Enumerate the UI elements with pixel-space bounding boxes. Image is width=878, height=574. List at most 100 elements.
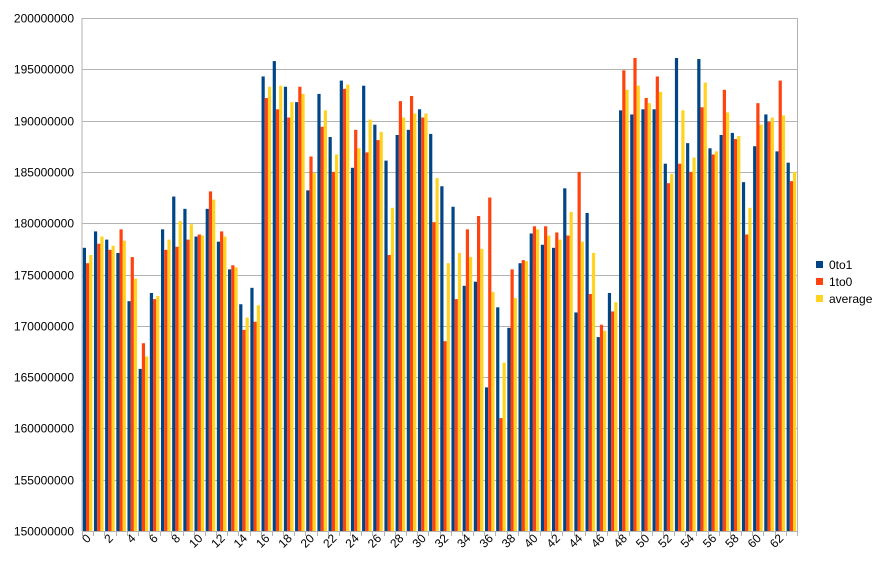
bar-average-9 (189, 224, 193, 532)
legend-swatch-average (816, 295, 823, 302)
x-tick-label: 0 (79, 531, 94, 546)
bar-0to1-35 (473, 281, 477, 531)
bar-1to0-35 (477, 216, 481, 531)
bar-0to1-49 (630, 114, 634, 531)
bar-average-52 (670, 173, 674, 531)
bar-average-23 (346, 84, 350, 531)
bar-1to0-17 (275, 109, 280, 531)
y-tick-label: 200000000 (14, 12, 74, 26)
bars (82, 58, 797, 532)
bar-average-13 (234, 267, 238, 531)
bar-1to0-55 (700, 107, 704, 531)
bar-1to0-62 (778, 80, 782, 531)
x-tick-label: 18 (275, 531, 295, 551)
bar-0to1-30 (417, 109, 422, 531)
bar-0to1-22 (328, 137, 332, 531)
x-tick-label: 12 (208, 531, 228, 551)
bar-average-41 (547, 235, 551, 531)
bar-0to1-0 (82, 247, 86, 531)
bar-average-6 (156, 296, 160, 531)
bar-0to1-8 (172, 196, 176, 531)
bar-1to0-39 (521, 260, 525, 531)
bar-average-34 (469, 257, 473, 531)
bar-1to0-15 (253, 321, 257, 531)
bar-0to1-32 (440, 186, 444, 531)
bar-1to0-7 (164, 249, 168, 531)
bar-1to0-10 (197, 234, 201, 532)
bar-average-38 (513, 298, 517, 531)
bar-1to0-58 (733, 139, 738, 531)
x-tick-label: 4 (124, 531, 139, 546)
bar-0to1-3 (116, 252, 120, 531)
bar-1to0-60 (756, 103, 760, 531)
y-tick-label: 160000000 (14, 422, 74, 436)
bar-average-12 (223, 236, 227, 532)
bar-1to0-49 (633, 58, 637, 531)
x-tick-label: 40 (521, 531, 541, 551)
bar-average-32 (446, 263, 450, 531)
x-tick-label: 24 (342, 531, 362, 551)
y-tick-label: 165000000 (14, 371, 74, 385)
bar-1to0-59 (745, 234, 749, 532)
bar-0to1-18 (283, 86, 288, 532)
bar-average-43 (569, 211, 573, 531)
bar-average-4 (133, 278, 138, 531)
bar-1to0-54 (689, 171, 693, 531)
bar-average-37 (502, 362, 506, 531)
bar-average-50 (647, 103, 651, 531)
bar-average-54 (692, 157, 696, 532)
bar-average-29 (413, 113, 417, 532)
x-tick-label: 30 (409, 531, 429, 551)
bar-0to1-56 (708, 148, 712, 532)
bar-0to1-6 (149, 292, 154, 531)
bar-1to0-57 (722, 89, 726, 531)
bar-average-24 (357, 148, 361, 532)
bar-1to0-2 (108, 249, 112, 531)
bar-average-28 (402, 117, 406, 532)
bar-1to0-0 (85, 263, 90, 531)
x-tick-label: 58 (722, 531, 742, 551)
bar-0to1-59 (741, 182, 746, 531)
bar-0to1-51 (652, 109, 656, 531)
bar-0to1-14 (239, 304, 243, 531)
bar-1to0-31 (432, 222, 436, 532)
bar-0to1-5 (138, 368, 142, 531)
bar-0to1-62 (775, 151, 779, 531)
bar-1to0-61 (767, 121, 771, 531)
bar-0to1-34 (462, 285, 466, 531)
bar-1to0-12 (220, 231, 224, 531)
bar-0to1-42 (552, 247, 556, 531)
bar-average-11 (212, 199, 216, 531)
bar-average-49 (636, 85, 640, 531)
bar-0to1-43 (563, 188, 567, 531)
bar-average-26 (379, 131, 383, 531)
bar-1to0-24 (354, 129, 358, 531)
x-tick-label: 6 (146, 531, 161, 546)
bar-1to0-13 (231, 265, 235, 531)
bar-average-7 (167, 239, 171, 531)
x-tick-label: 56 (700, 531, 720, 551)
bar-0to1-23 (339, 80, 343, 531)
legend-label-1to0: 1to0 (829, 275, 853, 289)
bar-1to0-9 (186, 239, 190, 531)
bar-average-31 (435, 178, 439, 531)
bar-1to0-4 (130, 257, 134, 531)
bar-0to1-52 (663, 163, 667, 531)
bar-1to0-42 (555, 232, 559, 531)
bar-0to1-40 (529, 233, 533, 531)
x-tick-label: 34 (454, 531, 474, 551)
bar-0to1-21 (317, 93, 321, 532)
bar-average-59 (748, 207, 752, 531)
bar-1to0-48 (622, 70, 626, 531)
legend-swatch-0to1 (816, 261, 823, 268)
bar-0to1-29 (406, 129, 410, 531)
bar-0to1-57 (719, 134, 723, 531)
bar-average-36 (491, 291, 495, 531)
bar-0to1-4 (127, 301, 131, 531)
bar-average-62 (781, 115, 786, 531)
bar-1to0-14 (242, 329, 246, 531)
bar-1to0-51 (655, 76, 659, 531)
y-tick-label: 180000000 (14, 217, 74, 231)
bar-average-57 (725, 112, 730, 531)
bar-1to0-53 (678, 163, 682, 531)
